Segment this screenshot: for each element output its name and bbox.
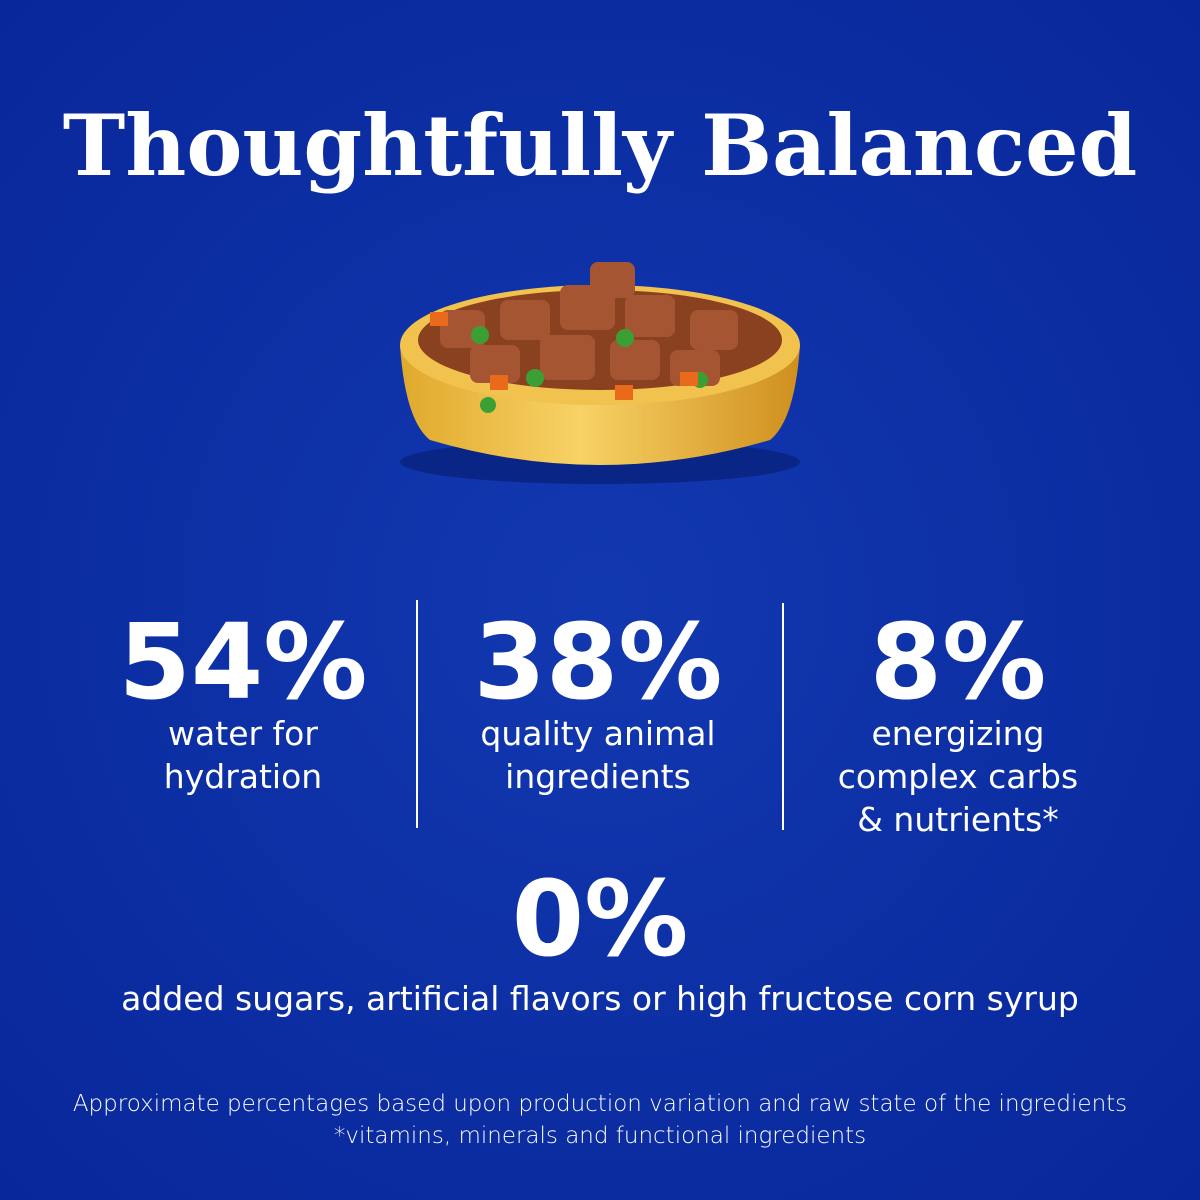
footnote: Approximate percentages based upon produ…	[73, 1091, 1127, 1117]
footnote: *vitamins, minerals and functional ingre…	[334, 1123, 866, 1149]
stat-value: 38%	[474, 601, 723, 723]
stat-description: complex carbs	[838, 757, 1078, 796]
stat-value: 54%	[119, 601, 368, 723]
highlight-value: 0%	[512, 858, 689, 980]
stat-description: energizing	[872, 714, 1045, 753]
stat-description: & nutrients*	[857, 800, 1059, 839]
stat-description: hydration	[164, 757, 322, 796]
stat-description: ingredients	[505, 757, 691, 796]
highlight-text: added sugars, artificial flavors or high…	[121, 979, 1079, 1018]
title: Thoughtfully Balanced	[63, 96, 1138, 195]
stat-description: water for	[168, 714, 318, 753]
food-bowl	[400, 262, 800, 484]
stat-description: quality animal	[480, 714, 715, 753]
stat-value: 8%	[870, 601, 1047, 723]
